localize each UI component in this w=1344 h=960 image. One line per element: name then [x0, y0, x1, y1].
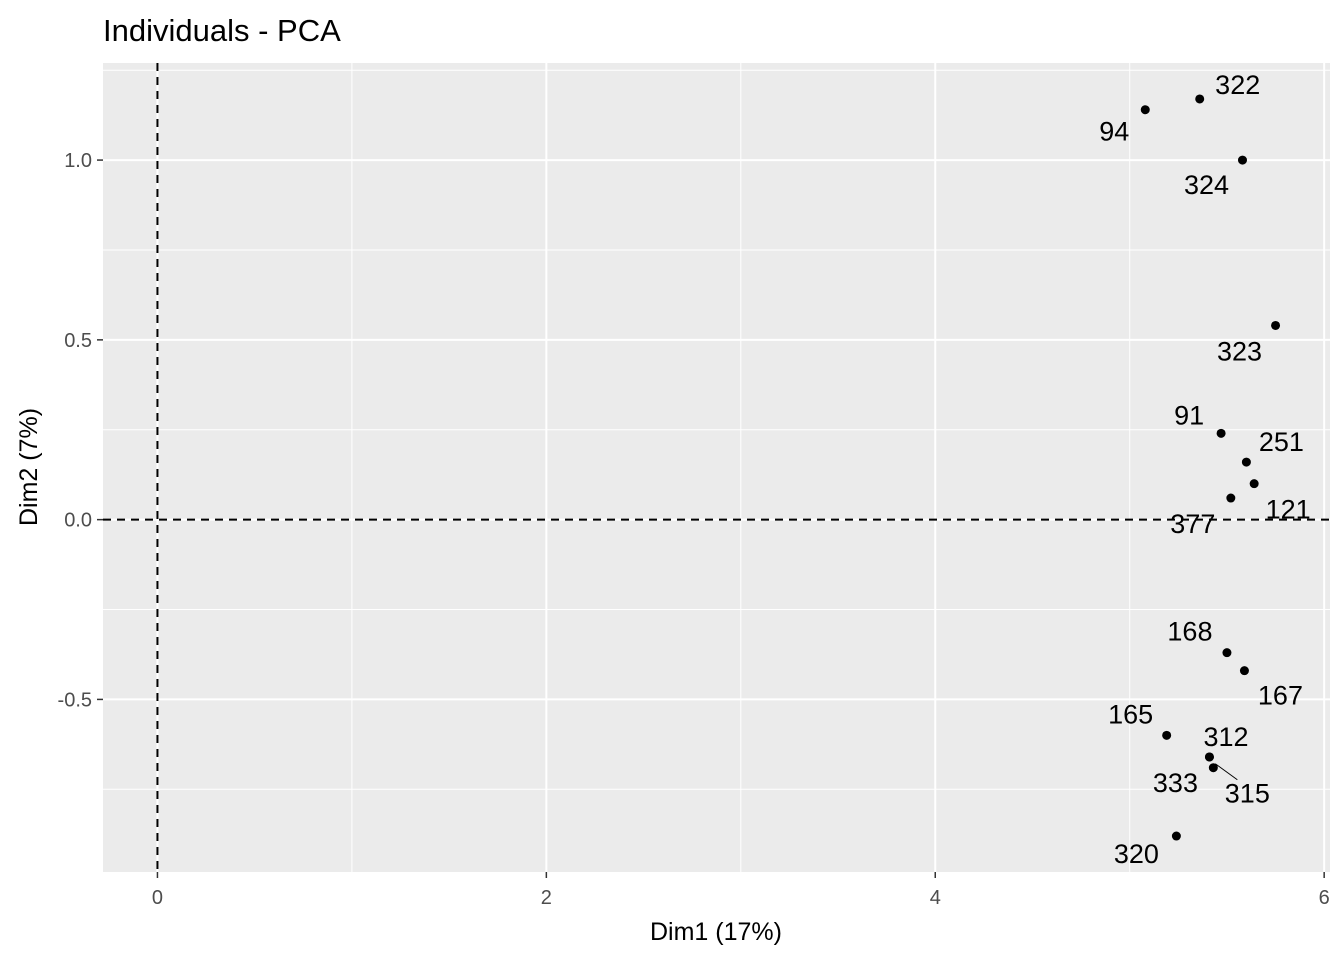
- point-168: [1222, 648, 1232, 658]
- point-377: [1226, 493, 1236, 503]
- point-label-324: 324: [1184, 170, 1229, 200]
- point-322: [1195, 94, 1205, 104]
- point-label-121: 121: [1266, 495, 1311, 525]
- x-tick-label: 0: [152, 887, 163, 909]
- point-94: [1140, 105, 1150, 115]
- x-tick-label: 6: [1319, 887, 1330, 909]
- point-165: [1162, 730, 1172, 740]
- point-label-91: 91: [1174, 400, 1204, 430]
- point-label-315: 315: [1225, 779, 1270, 809]
- chart-title: Individuals - PCA: [103, 13, 341, 48]
- y-axis-title: Dim2 (7%): [15, 408, 43, 526]
- reference-lines: [103, 63, 1330, 872]
- point-label-165: 165: [1108, 699, 1153, 729]
- minor-gridlines: [103, 63, 1330, 872]
- plot-panel: [103, 63, 1330, 872]
- point-label-94: 94: [1099, 117, 1129, 147]
- point-167: [1239, 666, 1249, 676]
- point-333: [1204, 752, 1214, 762]
- point-323: [1271, 320, 1281, 330]
- point-labels: 322 94 324 323 91 251 121 377 168 167 165 312 315 333…: [1099, 70, 1310, 869]
- point-label-377: 377: [1170, 509, 1215, 539]
- point-251: [1241, 457, 1251, 467]
- y-tick-label: 0.0: [64, 510, 92, 532]
- point-label-251: 251: [1259, 427, 1304, 457]
- x-tick-label: 2: [541, 887, 552, 909]
- y-tick-label: 0.5: [64, 330, 92, 352]
- y-axis-ticks: -0.5 0.0 0.5 1.0: [58, 150, 103, 711]
- point-label-168: 168: [1167, 617, 1212, 647]
- point-label-333: 333: [1153, 768, 1198, 798]
- point-label-312: 312: [1203, 722, 1248, 752]
- y-tick-label: -0.5: [58, 689, 92, 711]
- data-points: [1140, 94, 1281, 841]
- leader-line-315: [1215, 763, 1238, 781]
- x-tick-label: 4: [930, 887, 941, 909]
- y-tick-label: 1.0: [64, 150, 92, 172]
- label-leader-lines: [1215, 763, 1238, 781]
- point-320: [1171, 831, 1181, 841]
- point-label-167: 167: [1258, 681, 1303, 711]
- x-axis-ticks: 0 2 4 6: [152, 872, 1330, 909]
- point-label-323: 323: [1217, 336, 1262, 366]
- point-324: [1237, 155, 1247, 165]
- point-label-320: 320: [1114, 839, 1159, 869]
- point-91: [1216, 428, 1226, 438]
- point-label-322: 322: [1215, 70, 1260, 100]
- x-axis-title: Dim1 (17%): [650, 918, 782, 946]
- point-121: [1249, 479, 1259, 489]
- point-315: [1208, 763, 1218, 773]
